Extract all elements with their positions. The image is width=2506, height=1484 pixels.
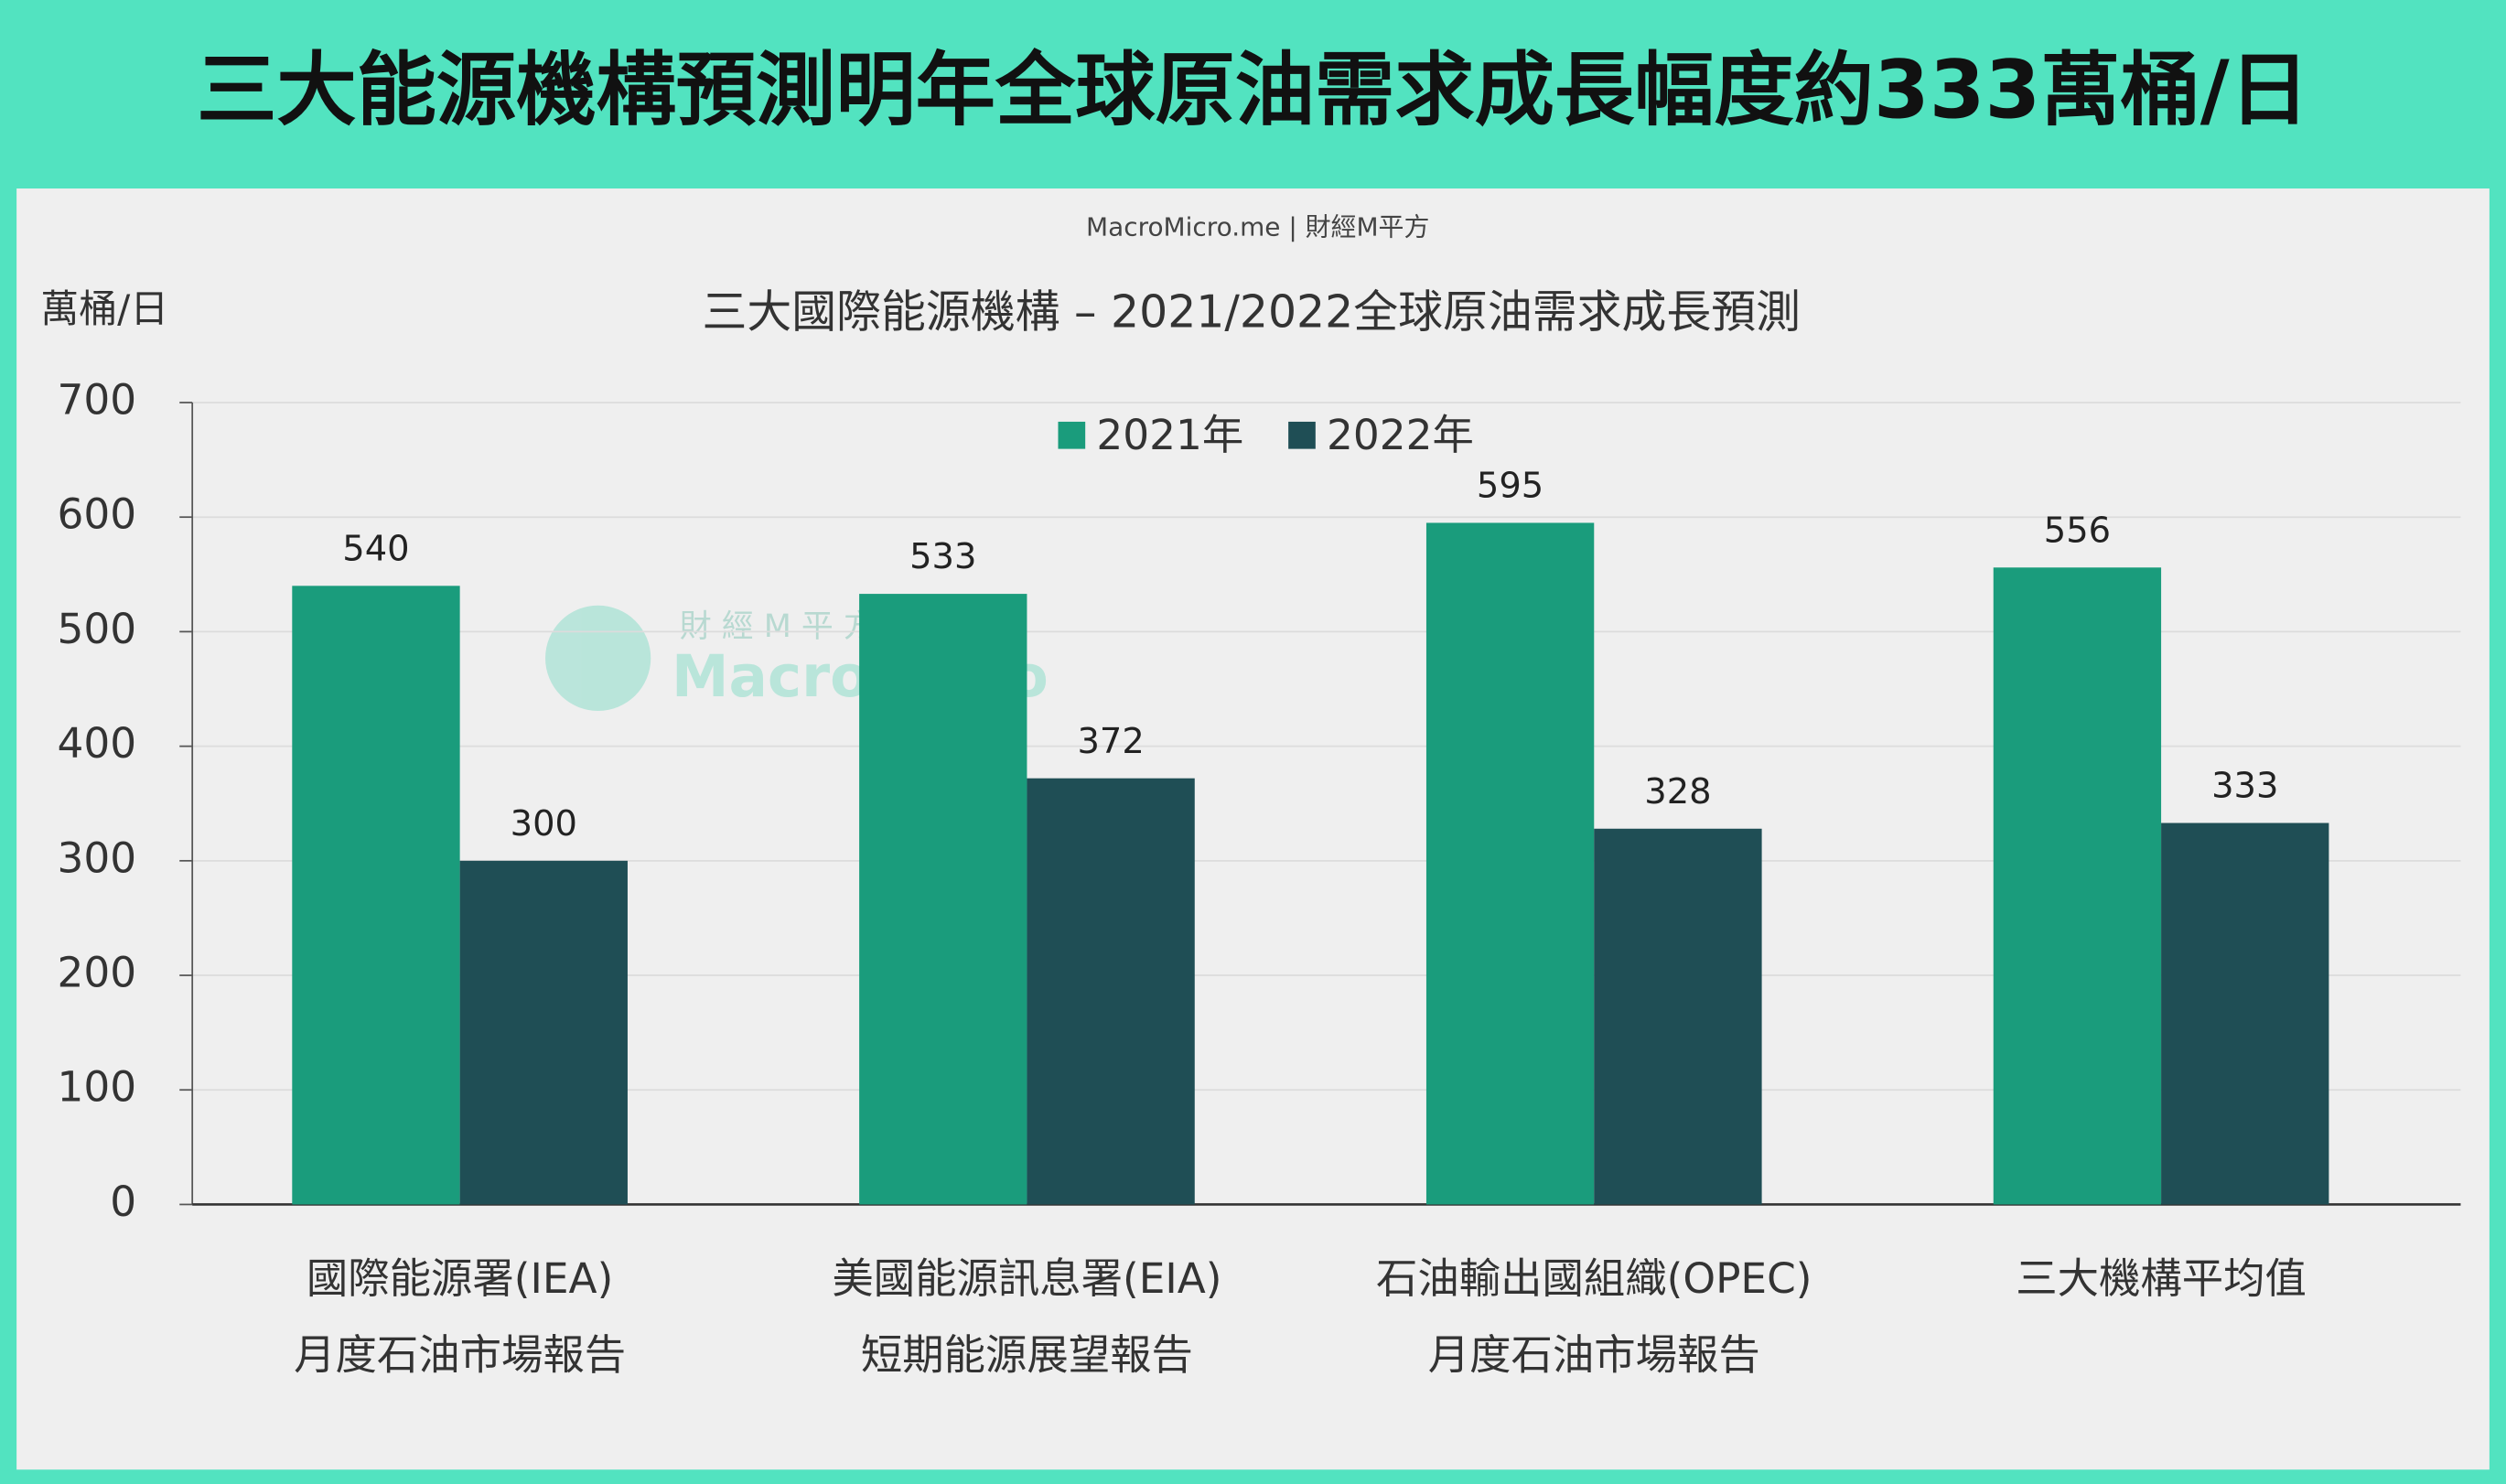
y-tick-label: 0 (110, 1178, 136, 1226)
x-tick-label: 月度石油市場報告 (1428, 1331, 1760, 1380)
source: MacroMicro.me | 財經M平方 (1086, 212, 1429, 242)
y-tick-label: 400 (57, 719, 136, 768)
data-label: 595 (1477, 466, 1543, 507)
x-tick-label: 石油輸出國組織(OPEC) (1376, 1254, 1812, 1303)
data-label: 533 (909, 536, 976, 577)
bar (2161, 823, 2329, 1205)
data-label: 328 (1644, 771, 1711, 812)
data-label: 556 (2044, 510, 2111, 551)
legend-swatch (1058, 421, 1086, 449)
y-tick-label: 700 (57, 375, 136, 424)
y-tick-label: 100 (57, 1063, 136, 1112)
headline: 三大能源機構預測明年全球原油需求成長幅度約333萬桶/日 (197, 44, 2309, 137)
y-tick-label: 300 (57, 833, 136, 882)
data-label: 540 (342, 528, 409, 569)
chart-title: 三大國際能源機構 – 2021/2022全球原油需求成長預測 (703, 285, 1802, 338)
x-tick-label: 三大機構平均值 (2016, 1254, 2307, 1303)
bar (1027, 778, 1195, 1205)
x-tick-label: 月度石油市場報告 (294, 1331, 626, 1380)
bar (1425, 522, 1595, 1205)
data-label: 333 (2211, 766, 2278, 807)
x-tick-label: 美國能源訊息署(EIA) (832, 1254, 1221, 1303)
bar (292, 586, 460, 1205)
legend-label: 2021年 (1096, 411, 1243, 459)
data-label: 300 (511, 803, 577, 844)
watermark-text: 財 經 M 平 方 (680, 608, 876, 645)
bar (459, 860, 628, 1205)
legend-label: 2022年 (1327, 411, 1474, 459)
bar (1594, 828, 1762, 1205)
data-label: 372 (1077, 721, 1144, 762)
y-tick-label: 600 (57, 490, 136, 539)
legend-swatch (1288, 421, 1316, 449)
y-axis-label: 萬桶/日 (40, 286, 168, 331)
x-tick-label: 短期能源展望報告 (861, 1331, 1193, 1380)
bar (1993, 567, 2162, 1205)
y-tick-label: 500 (57, 605, 136, 653)
x-tick-label: 國際能源署(IEA) (307, 1254, 613, 1303)
bar (859, 594, 1027, 1205)
watermark-logo (545, 605, 651, 711)
y-tick-label: 200 (57, 949, 136, 997)
